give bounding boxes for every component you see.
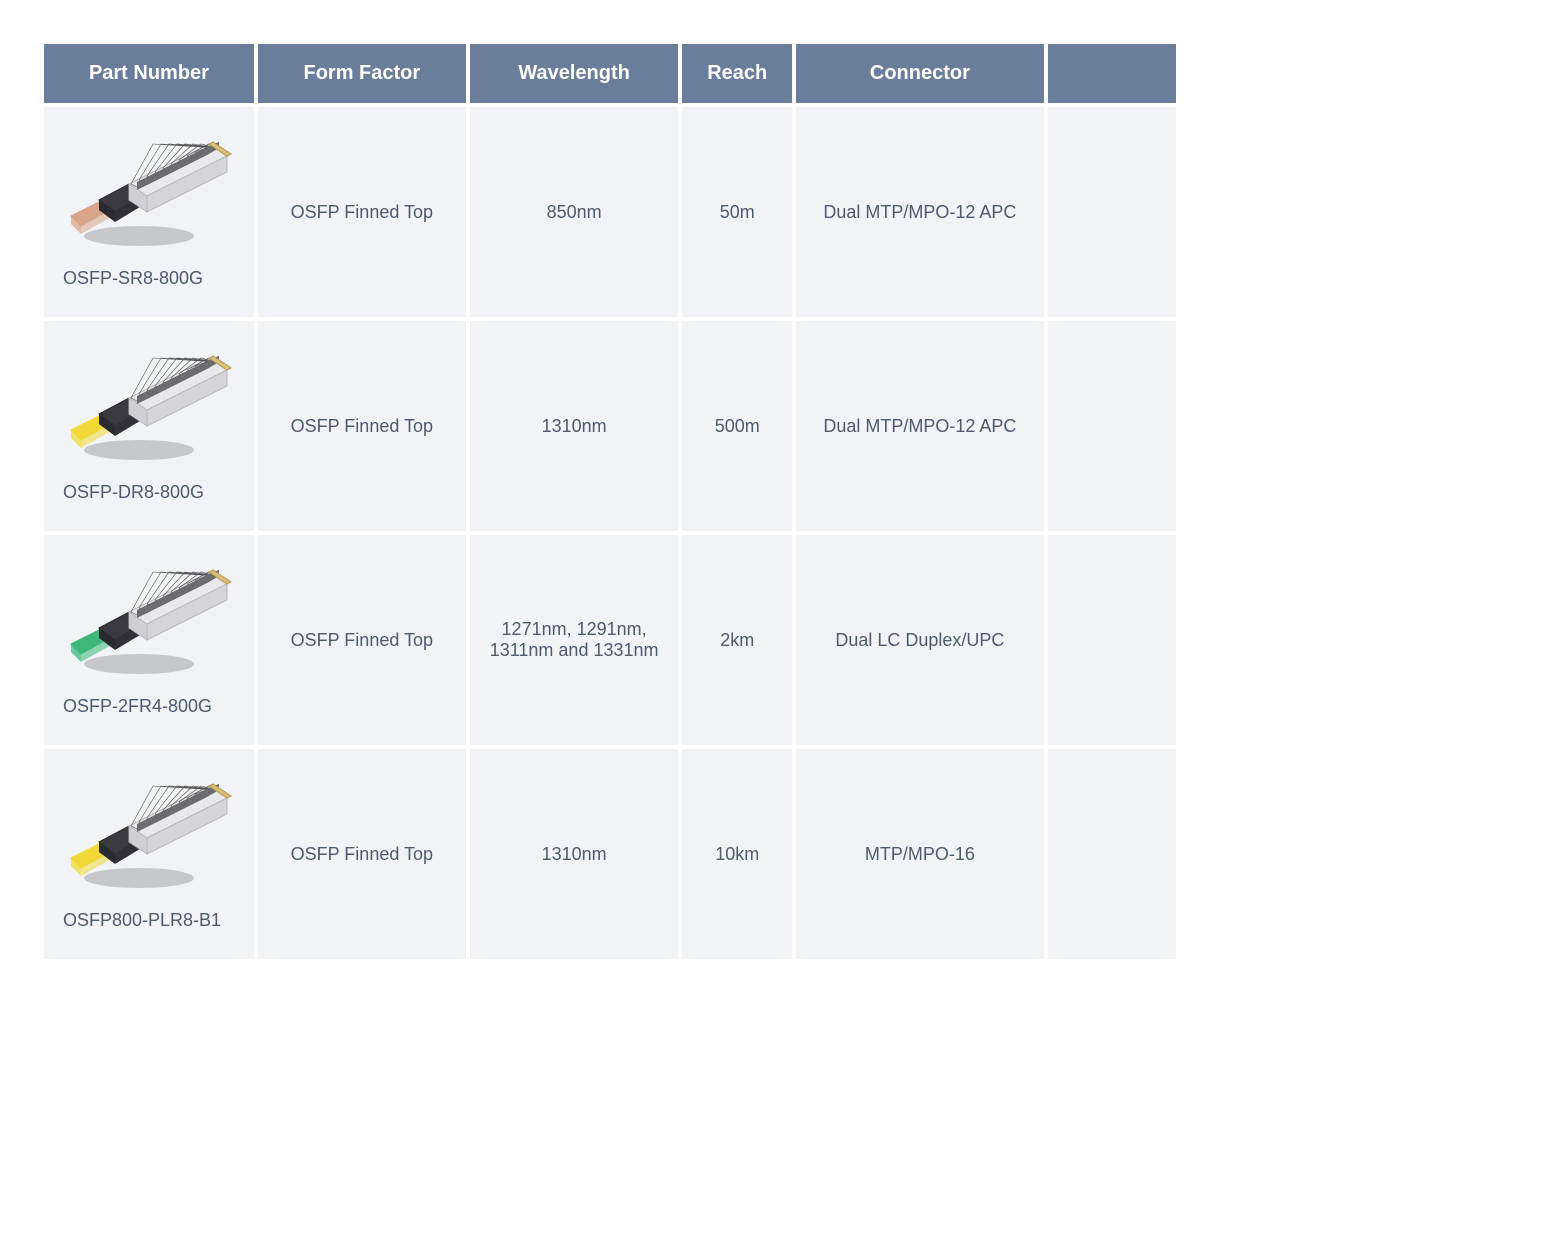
cell-wavelength: 1271nm, 1291nm, 1311nm and 1331nm (470, 535, 679, 745)
header-wavelength: Wavelength (470, 44, 679, 103)
part-number-label: OSFP-DR8-800G (59, 482, 204, 503)
cell-form-factor: OSFP Finned Top (258, 535, 466, 745)
cell-reach: 2km (682, 535, 792, 745)
cell-reach: 10km (682, 749, 792, 959)
part-number-label: OSFP800-PLR8-B1 (59, 910, 221, 931)
cell-part-number: OSFP-2FR4-800G (44, 535, 254, 745)
table-header-row: Part Number Form Factor Wavelength Reach… (44, 44, 1176, 103)
cell-part-number: OSFP-SR8-800G (44, 107, 254, 317)
cell-reach: 500m (682, 321, 792, 531)
product-table: Part Number Form Factor Wavelength Reach… (40, 40, 1180, 963)
cell-extra (1048, 107, 1176, 317)
transceiver-icon (59, 778, 239, 898)
cell-connector: Dual LC Duplex/UPC (796, 535, 1044, 745)
header-extra (1048, 44, 1176, 103)
table-row: OSFP-DR8-800G OSFP Finned Top1310nm500mD… (44, 321, 1176, 531)
cell-form-factor: OSFP Finned Top (258, 321, 466, 531)
transceiver-icon (59, 350, 239, 470)
part-number-label: OSFP-2FR4-800G (59, 696, 212, 717)
cell-connector: Dual MTP/MPO-12 APC (796, 107, 1044, 317)
table-row: OSFP-SR8-800G OSFP Finned Top850nm50mDua… (44, 107, 1176, 317)
header-part-number: Part Number (44, 44, 254, 103)
cell-wavelength: 1310nm (470, 321, 679, 531)
product-table-container: Part Number Form Factor Wavelength Reach… (40, 40, 1180, 963)
cell-part-number: OSFP800-PLR8-B1 (44, 749, 254, 959)
cell-extra (1048, 321, 1176, 531)
cell-connector: Dual MTP/MPO-12 APC (796, 321, 1044, 531)
header-reach: Reach (682, 44, 792, 103)
cell-wavelength: 850nm (470, 107, 679, 317)
table-body: OSFP-SR8-800G OSFP Finned Top850nm50mDua… (44, 107, 1176, 959)
cell-extra (1048, 535, 1176, 745)
cell-form-factor: OSFP Finned Top (258, 107, 466, 317)
table-row: OSFP-2FR4-800G OSFP Finned Top1271nm, 12… (44, 535, 1176, 745)
part-number-label: OSFP-SR8-800G (59, 268, 203, 289)
cell-extra (1048, 749, 1176, 959)
header-form-factor: Form Factor (258, 44, 466, 103)
cell-reach: 50m (682, 107, 792, 317)
cell-form-factor: OSFP Finned Top (258, 749, 466, 959)
cell-part-number: OSFP-DR8-800G (44, 321, 254, 531)
transceiver-icon (59, 564, 239, 684)
transceiver-icon (59, 136, 239, 256)
cell-wavelength: 1310nm (470, 749, 679, 959)
cell-connector: MTP/MPO-16 (796, 749, 1044, 959)
header-connector: Connector (796, 44, 1044, 103)
table-row: OSFP800-PLR8-B1 OSFP Finned Top1310nm10k… (44, 749, 1176, 959)
